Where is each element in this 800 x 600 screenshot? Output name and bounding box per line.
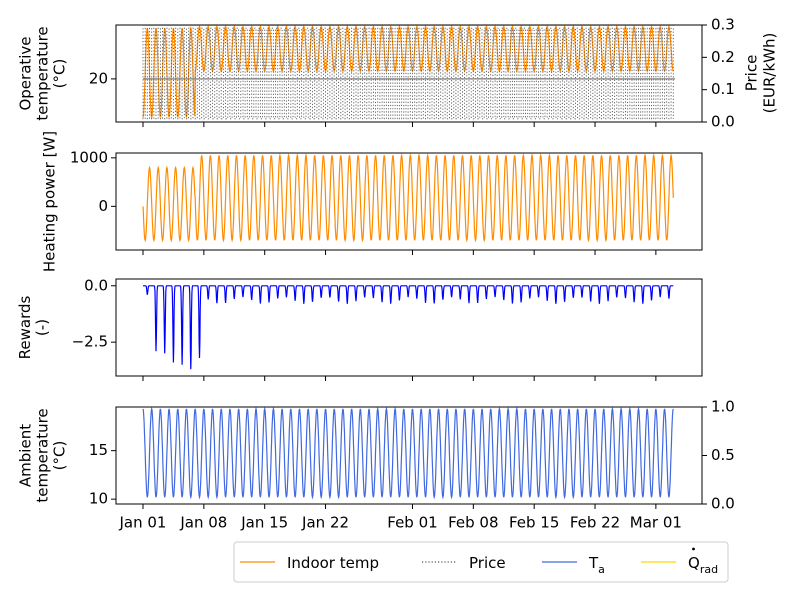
- legend-box: [233, 541, 729, 583]
- subplot-3: 0.0 −2.5 Rewards (-): [16, 276, 703, 381]
- y-axis-label: Ambient: [17, 424, 35, 487]
- legend-label-main: T: [588, 554, 599, 572]
- plot-area: [142, 25, 675, 120]
- y2-tick-label: 0.1: [711, 80, 735, 98]
- legend-dot-accent: [692, 547, 695, 551]
- series-indoor-temp-line: [142, 25, 674, 120]
- x-tick-label: Jan 08: [179, 514, 227, 532]
- x-tick-label: Feb 22: [570, 514, 620, 532]
- y2-tick-label: 0.2: [711, 48, 735, 66]
- subplot-4: 10 15 0.0 0.5 1.0 Jan 01 Jan 08 Jan 15 Jan 22 Feb…: [17, 398, 735, 532]
- y2-tick-label: 1.0: [711, 398, 735, 416]
- y-axis-label: temperature: [34, 26, 52, 120]
- y2-tick-label: 0.5: [711, 446, 735, 464]
- legend-label-main: Price: [469, 554, 506, 572]
- y-tick-label: 0.0: [84, 276, 108, 294]
- legend-label-sub: a: [598, 563, 605, 576]
- series-rewards-line: [143, 285, 674, 370]
- legend-label-sub: rad: [700, 563, 718, 576]
- plot-area: [142, 153, 674, 243]
- y-axis-label: Rewards: [16, 295, 34, 359]
- legend: Indoor temp Price Ta Qrad: [233, 541, 729, 583]
- x-tick-label: Mar 01: [630, 514, 682, 532]
- subplot-2: 0 1000 Heating power [W]: [41, 131, 703, 272]
- plot-area: [142, 407, 674, 500]
- y-axis-label: (°C): [51, 59, 69, 89]
- plot-area: [143, 285, 674, 370]
- x-tick-label: Feb 01: [387, 514, 437, 532]
- legend-label-main: Q: [688, 554, 700, 572]
- y2-axis-label: (EUR/kWh): [761, 33, 779, 114]
- y-axis-label: (-): [33, 319, 51, 336]
- series-heating-power-line: [142, 153, 674, 243]
- axes-frame: [115, 24, 703, 123]
- legend-label: Indoor temp: [287, 554, 379, 572]
- x-tick-label: Jan 15: [240, 514, 288, 532]
- x-tick-label: Feb 08: [448, 514, 498, 532]
- y-tick-label: 0: [98, 197, 108, 215]
- y2-tick-label: 0.0: [711, 495, 735, 513]
- series-price-line: [142, 27, 674, 120]
- legend-label: Price: [469, 554, 506, 572]
- y-tick-label: 1000: [70, 148, 108, 166]
- y2-tick-label: 0.3: [711, 16, 735, 34]
- y-axis-label: Operative: [17, 36, 35, 110]
- legend-label: Qrad: [688, 554, 718, 576]
- y-axis-label: Heating power [W]: [41, 131, 59, 272]
- y-axis-label: (°C): [51, 441, 69, 471]
- legend-label: Ta: [588, 554, 605, 576]
- series-t-a-line: [142, 407, 674, 500]
- y-axis-label: temperature: [34, 408, 52, 502]
- axes-frame: [115, 278, 703, 377]
- y-tick-label: 20: [89, 69, 108, 87]
- y-tick-label: −2.5: [72, 333, 108, 351]
- subplot-1: 20 0.0 0.1 0.2 0.3 Operative temperature (°C) Pr…: [17, 16, 779, 131]
- x-tick-label: Feb 15: [509, 514, 559, 532]
- x-tick-label: Jan 22: [301, 514, 349, 532]
- legend-label-main: Indoor temp: [287, 554, 379, 572]
- y2-tick-label: 0.0: [711, 113, 735, 131]
- y-tick-label: 10: [89, 490, 108, 508]
- axes-frame: [115, 152, 703, 251]
- x-tick-label: Jan 01: [119, 514, 167, 532]
- y2-axis-label: Price: [743, 55, 761, 92]
- y-tick-label: 15: [89, 441, 108, 459]
